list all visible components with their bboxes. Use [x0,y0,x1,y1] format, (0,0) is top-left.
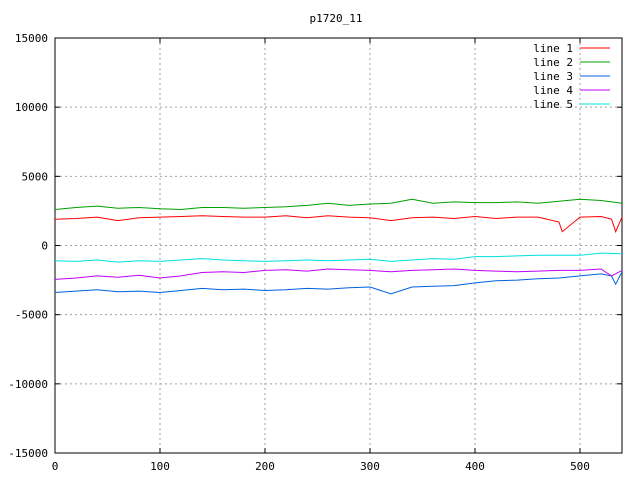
legend-label: line 3 [533,70,573,83]
y-tick-label: 10000 [15,101,48,114]
y-tick-label: 0 [41,240,48,253]
y-tick-label: -5000 [15,309,48,322]
series-line-3 [54,271,623,295]
x-tick-label: 500 [570,460,590,473]
x-tick-label: 200 [255,460,275,473]
legend-label: line 4 [533,84,573,97]
x-tick-label: 100 [150,460,170,473]
series-layer [54,198,623,295]
series-line-5 [54,252,623,263]
y-tick-label: 15000 [15,32,48,45]
x-tick-label: 400 [465,460,485,473]
x-axis: 0 100 200 300 400 500 [52,38,590,473]
grid [55,38,622,453]
series-line-2 [54,198,623,211]
x-tick-label: 300 [360,460,380,473]
y-axis: -15000 -10000 -5000 0 5000 10000 15000 [8,32,622,460]
legend-label: line 5 [533,98,573,111]
x-tick-label: 0 [52,460,59,473]
series-line-1 [54,215,623,234]
y-tick-label: -15000 [8,447,48,460]
chart-title: p1720_11 [310,12,363,25]
legend-label: line 1 [533,42,573,55]
series-line-4 [54,268,623,280]
y-tick-label: 5000 [22,170,49,183]
y-tick-label: -10000 [8,378,48,391]
legend-label: line 2 [533,56,573,69]
